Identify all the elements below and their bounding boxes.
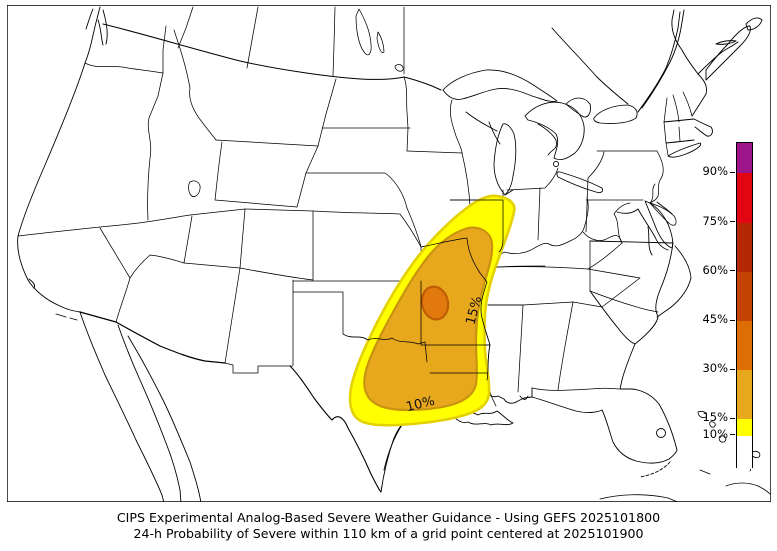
colorbar-label-90%: 90% — [702, 164, 728, 178]
colorbar-segment-60-75% — [737, 222, 752, 272]
colorbar-segment-90-100% — [737, 143, 752, 173]
western-state-borders — [17, 25, 411, 374]
colorbar-tick — [730, 417, 735, 419]
colorbar-label-75%: 75% — [702, 213, 728, 228]
colorbar-label-15%: 15% — [702, 410, 728, 424]
map-frame — [7, 5, 771, 502]
colorbar-tick — [730, 270, 735, 272]
figure-title-line1: CIPS Experimental Analog-Based Severe We… — [116, 510, 661, 525]
colorbar-label-45%: 45% — [702, 312, 728, 326]
canada-borders — [102, 6, 442, 91]
colorbar-tick — [730, 221, 735, 223]
northeast-coastline — [551, 9, 763, 256]
colorbar-segment-75-90% — [737, 173, 752, 223]
colorbar-segment-45-60% — [737, 271, 752, 321]
colorbar-segment-30-45% — [737, 321, 752, 370]
overlay-state-borders — [342, 199, 546, 381]
contour-15pct — [363, 226, 494, 412]
colorbar-tick — [730, 434, 735, 436]
colorbar-label-30%: 30% — [702, 361, 728, 375]
colorbar-label-10%: 10% — [702, 426, 728, 441]
great-lakes — [442, 69, 638, 196]
figure-title-line2: 24-h Probability of Severe within 110 km… — [133, 526, 644, 541]
probability-colorbar — [736, 142, 753, 469]
colorbar-tick — [730, 368, 735, 370]
west-coastline — [17, 6, 382, 502]
contour-30pct — [420, 285, 450, 321]
colorbar-segment-0-10% — [737, 435, 752, 469]
eastern-state-borders — [582, 67, 693, 313]
colorbar-tick — [730, 171, 735, 173]
colorbar-label-60%: 60% — [702, 262, 728, 277]
colorbar-tick — [730, 319, 735, 321]
colorbar-segment-10-15% — [737, 419, 752, 436]
colorbar-segment-15-30% — [737, 370, 752, 419]
probability-contours — [348, 194, 516, 427]
